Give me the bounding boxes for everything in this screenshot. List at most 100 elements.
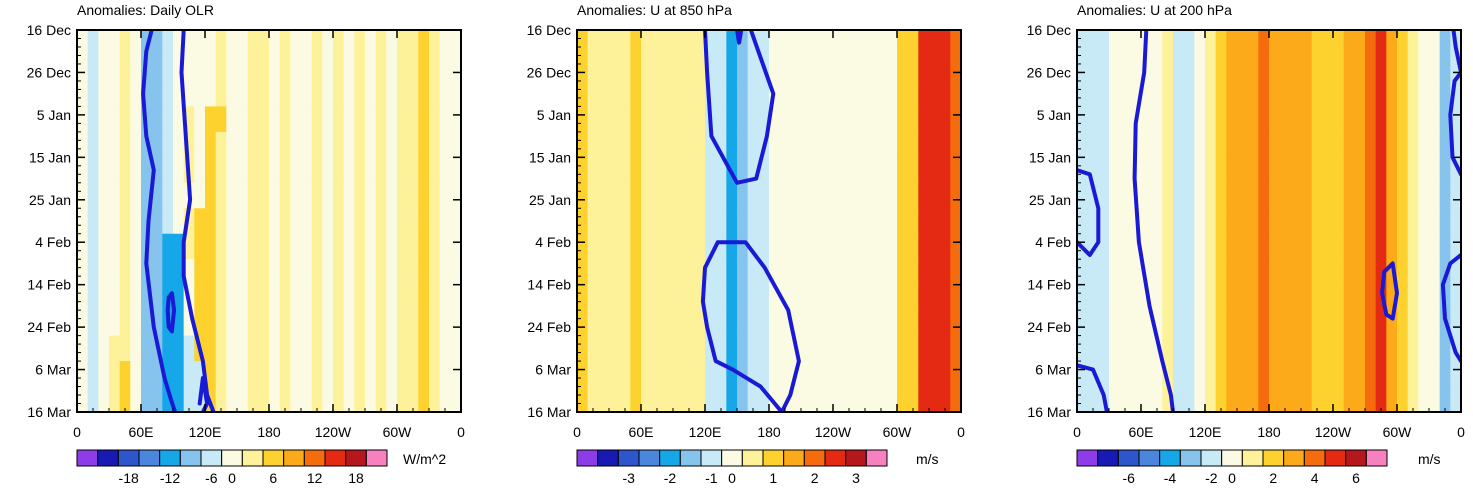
heatmap-cell	[801, 284, 813, 311]
heatmap-cell	[1141, 310, 1153, 337]
heatmap-cell	[1141, 259, 1153, 286]
heatmap-cell	[939, 233, 951, 260]
heatmap-cell	[1183, 157, 1195, 184]
heatmap-cell	[1141, 55, 1153, 82]
heatmap-cell	[226, 335, 238, 362]
heatmap-cell	[1215, 310, 1227, 337]
heatmap-cell	[662, 30, 674, 57]
heatmap-cell	[1418, 106, 1430, 133]
heatmap-cell	[1237, 386, 1249, 412]
heatmap-cell	[715, 182, 727, 209]
heatmap-cell	[630, 157, 642, 184]
heatmap-cell	[779, 208, 791, 235]
heatmap-cell	[77, 386, 89, 412]
heatmap-cell	[897, 55, 909, 82]
heatmap-cell	[109, 386, 121, 412]
heatmap-cell	[1429, 30, 1441, 57]
heatmap-cell	[429, 310, 441, 337]
heatmap-cell	[1077, 335, 1089, 362]
heatmap-cell	[247, 259, 259, 286]
heatmap-cell	[1151, 157, 1163, 184]
heatmap-cell	[1183, 259, 1195, 286]
heatmap-cell	[1365, 131, 1377, 158]
heatmap-cell	[173, 131, 185, 158]
heatmap-cell	[1290, 131, 1302, 158]
colorbar-swatch	[76, 449, 99, 467]
heatmap-cell	[1290, 284, 1302, 311]
heatmap-cell	[907, 55, 919, 82]
heatmap-cell	[875, 157, 887, 184]
heatmap-cell	[1407, 157, 1419, 184]
heatmap-cell	[929, 80, 941, 107]
heatmap-cell	[322, 55, 334, 82]
heatmap-cell	[833, 284, 845, 311]
heatmap-cell	[630, 80, 642, 107]
heatmap-cell	[1162, 30, 1174, 57]
heatmap-cell	[1247, 157, 1259, 184]
heatmap-cell	[1077, 182, 1089, 209]
heatmap-cell	[811, 30, 823, 57]
heatmap-cell	[822, 208, 834, 235]
heatmap-cell	[715, 386, 727, 412]
heatmap-cell	[1279, 259, 1291, 286]
heatmap-cell	[1375, 106, 1387, 133]
heatmap-cell	[1087, 30, 1099, 57]
heatmap-cell	[109, 335, 121, 362]
heatmap-cell	[258, 361, 270, 388]
heatmap-cell	[790, 233, 802, 260]
heatmap-cell	[269, 157, 281, 184]
heatmap-cell	[1098, 335, 1110, 362]
heatmap-cell	[918, 233, 930, 260]
heatmap-cell	[737, 131, 749, 158]
heatmap-cell	[226, 208, 238, 235]
heatmap-cell	[694, 361, 706, 388]
heatmap-cell	[875, 284, 887, 311]
heatmap-cell	[1375, 310, 1387, 337]
heatmap-cell	[1119, 233, 1131, 260]
heatmap-cell	[343, 361, 355, 388]
heatmap-cell	[1429, 106, 1441, 133]
heatmap-cell	[886, 30, 898, 57]
heatmap-cell	[918, 361, 930, 388]
heatmap-cell	[1397, 233, 1409, 260]
heatmap-cell	[747, 157, 759, 184]
heatmap-cell	[354, 361, 366, 388]
colorbar-label: 4	[1311, 470, 1319, 486]
heatmap-cell	[311, 157, 323, 184]
heatmap-cell	[694, 335, 706, 362]
heatmap-cell	[865, 106, 877, 133]
heatmap-cell	[301, 106, 313, 133]
heatmap-cell	[939, 259, 951, 286]
heatmap-cell	[1119, 259, 1131, 286]
heatmap-cell	[1365, 259, 1377, 286]
heatmap-cell	[609, 131, 621, 158]
heatmap-cell	[822, 30, 834, 57]
heatmap-cell	[1098, 284, 1110, 311]
heatmap-cell	[577, 157, 589, 184]
heatmap-cell	[843, 233, 855, 260]
heatmap-cell	[215, 30, 227, 57]
heatmap-cell	[1407, 284, 1419, 311]
heatmap-cell	[279, 106, 291, 133]
heatmap-cell	[1205, 386, 1217, 412]
heatmap-cell	[1333, 208, 1345, 235]
y-tick-label: 24 Feb	[1027, 319, 1071, 335]
heatmap-cell	[598, 310, 610, 337]
heatmap-cell	[1119, 55, 1131, 82]
heatmap-cell	[418, 284, 430, 311]
heatmap-cell	[1450, 208, 1461, 235]
heatmap-cell	[173, 106, 185, 133]
heatmap-cell	[715, 106, 727, 133]
heatmap-cell	[790, 80, 802, 107]
heatmap-cell	[333, 233, 345, 260]
heatmap-cell	[811, 386, 823, 412]
heatmap-cell	[386, 310, 398, 337]
heatmap-cell	[258, 55, 270, 82]
heatmap-cell	[769, 182, 781, 209]
heatmap-cell	[1205, 361, 1217, 388]
heatmap-cell	[1183, 80, 1195, 107]
heatmap-cell	[705, 259, 717, 286]
heatmap-cell	[1407, 310, 1419, 337]
heatmap-cell	[1237, 30, 1249, 57]
x-tick-label: 120W	[1315, 424, 1352, 440]
